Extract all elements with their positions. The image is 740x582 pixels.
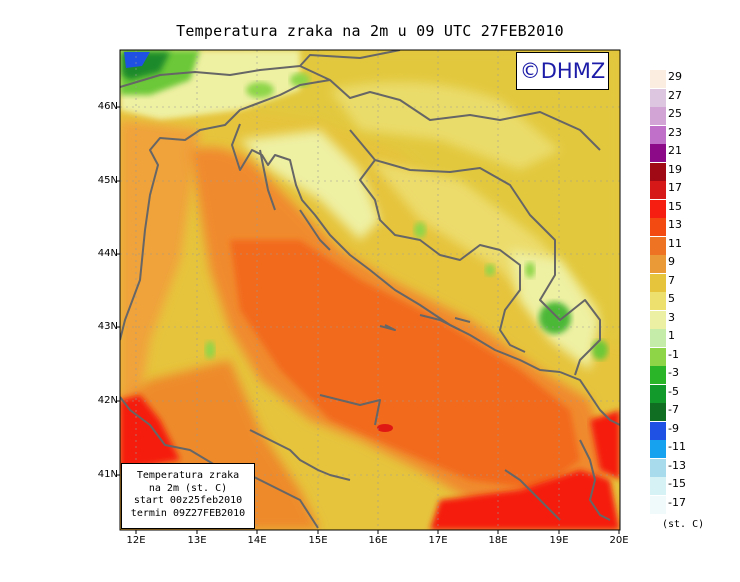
legend-swatch: [650, 144, 666, 162]
dhmz-logo: ©DHMZ: [516, 52, 609, 90]
legend-label: -15: [668, 477, 686, 490]
lon-label-17e: 17E: [428, 535, 448, 546]
legend-swatch: [650, 329, 666, 347]
lon-label-12e: 12E: [126, 535, 146, 546]
info-line-2: na 2m (st. C): [148, 482, 228, 494]
legend-swatch: [650, 199, 666, 218]
lat-label-42n: 42N: [97, 395, 118, 406]
lat-label-41n: 41N: [97, 469, 118, 480]
map-title: Temperatura zraka na 2m u 09 UTC 27FEB20…: [176, 22, 564, 40]
legend-label: 25: [668, 107, 682, 120]
lat-label-45n: 45N: [97, 175, 118, 186]
lon-label-15e: 15E: [308, 535, 328, 546]
legend-label: 23: [668, 125, 682, 139]
legend-label: 5: [668, 292, 675, 305]
lat-label-43n: 43N: [97, 321, 118, 332]
legend-swatch: [650, 440, 666, 458]
legend-label: 1: [668, 329, 675, 342]
info-box: Temperatura zraka na 2m (st. C) start 00…: [121, 463, 255, 529]
legend-label: 13: [668, 218, 682, 231]
legend-swatch: [650, 125, 666, 144]
legend-swatch: [650, 88, 666, 107]
legend-label: 15: [668, 199, 682, 213]
legend-label: 11: [668, 236, 682, 250]
legend-swatch: [650, 218, 666, 236]
legend-swatch: [650, 403, 666, 421]
legend-label: 19: [668, 162, 682, 176]
legend-swatch: [650, 181, 666, 199]
legend-swatch: [650, 255, 666, 273]
legend-label: -11: [668, 440, 686, 453]
legend-unit: (st. C): [662, 519, 705, 530]
info-line-1: Temperatura zraka: [136, 470, 240, 481]
lon-label-18e: 18E: [488, 535, 508, 546]
lon-label-16e: 16E: [368, 535, 388, 546]
legend-label: 9: [668, 255, 675, 268]
legend-swatch: [650, 236, 666, 255]
legend-swatch: [650, 70, 666, 88]
legend-swatch: [650, 107, 666, 125]
lat-label-46n: 46N: [97, 101, 118, 112]
legend-swatch: [650, 292, 666, 310]
legend-label: -9: [668, 421, 679, 435]
legend-swatch: [650, 495, 666, 514]
legend-label: 17: [668, 181, 682, 194]
legend-swatch: [650, 477, 666, 495]
lon-label-20e: 20E: [609, 535, 629, 546]
lon-label-19e: 19E: [549, 535, 569, 546]
legend-swatch: [650, 162, 666, 181]
legend-label: -3: [668, 366, 679, 379]
legend-label: 21: [668, 144, 682, 157]
legend-label: 7: [668, 273, 675, 287]
lon-label-14e: 14E: [247, 535, 267, 546]
legend-swatch: [650, 310, 666, 329]
legend-swatch: [650, 273, 666, 292]
legend-label: -7: [668, 403, 679, 416]
legend-label: 27: [668, 88, 682, 102]
legend-swatch: [650, 366, 666, 384]
legend-label: -5: [668, 384, 679, 398]
legend-label: 29: [668, 70, 682, 83]
legend-label: -17: [668, 495, 686, 509]
info-line-3: start 00z25feb2010: [133, 495, 243, 506]
lon-label-13e: 13E: [187, 535, 207, 546]
legend-swatch: [650, 421, 666, 440]
legend-label: -13: [668, 458, 686, 472]
lat-label-44n: 44N: [97, 248, 118, 259]
legend-swatch: [650, 384, 666, 403]
legend-label: -1: [668, 347, 679, 361]
info-line-4: termin 09Z27FEB2010: [130, 507, 246, 519]
legend-label: 3: [668, 310, 675, 324]
legend-swatch: [650, 347, 666, 366]
legend-swatch: [650, 458, 666, 477]
